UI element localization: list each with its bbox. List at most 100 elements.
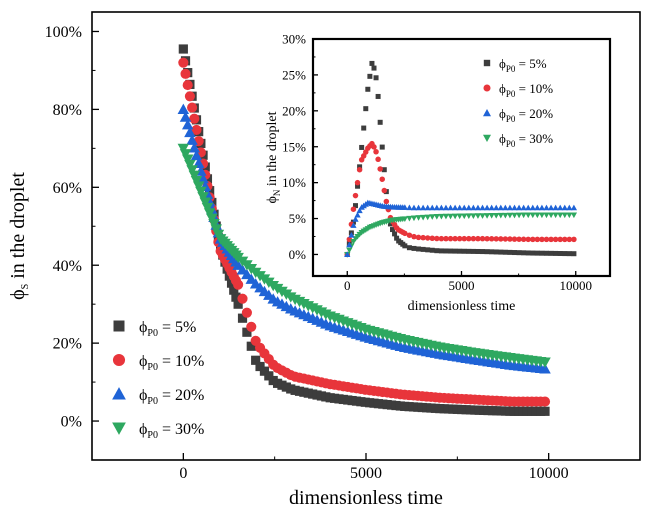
inset-data-point <box>402 243 408 249</box>
inset-data-point <box>475 235 481 242</box>
inset-data-point <box>498 249 504 255</box>
inset-data-point <box>375 93 381 99</box>
inset-data-point <box>483 204 491 211</box>
inset-data-point <box>534 204 541 211</box>
inset-data-point <box>350 222 357 228</box>
inset-data-point <box>570 212 578 219</box>
inset-data-point <box>474 213 482 219</box>
inset-data-point <box>506 212 514 219</box>
inset-data-point <box>433 214 440 220</box>
inset-data-point <box>493 204 500 211</box>
inset-data-point <box>438 248 444 254</box>
inset-data-point <box>488 236 495 242</box>
main-series-3 <box>177 143 551 368</box>
inset-data-point <box>433 204 440 211</box>
inset-data-point <box>429 214 436 220</box>
inset-data-point <box>434 248 440 254</box>
main-data-point <box>539 357 551 368</box>
main-data-point <box>201 202 214 214</box>
inset-data-point <box>507 249 513 255</box>
main-data-point <box>192 181 205 192</box>
inset-x-tick-label: 0 <box>344 278 351 293</box>
inset-y-tick-label: 0% <box>289 247 307 262</box>
inset-data-point <box>539 236 545 243</box>
main-data-point <box>190 176 203 187</box>
inset-data-point <box>419 214 427 221</box>
main-y-tick-label: 40% <box>53 258 82 275</box>
inset-data-point <box>493 212 500 219</box>
inset-data-point <box>534 212 541 219</box>
inset-x-axis-title: dimensionless time <box>408 299 516 314</box>
inset-data-point <box>502 204 509 211</box>
main-data-point <box>264 371 274 381</box>
main-x-tick-label: 0 <box>179 465 187 482</box>
inset-data-point <box>352 203 358 209</box>
main-data-point <box>237 313 248 323</box>
inset-data-point <box>420 234 426 241</box>
inset-data-point <box>419 204 427 211</box>
inset-data-point <box>411 233 417 240</box>
inset-data-point <box>448 248 454 254</box>
main-data-point <box>246 341 256 351</box>
inset-data-point <box>502 236 509 242</box>
inset-data-point <box>530 250 536 256</box>
inset-data-point <box>357 164 363 170</box>
main-y-axis-title: ϕS in the droplet <box>7 172 31 300</box>
main-legend-label: ϕP0 = 20% <box>139 387 204 407</box>
inset-data-point <box>479 235 486 242</box>
main-data-point <box>177 103 190 114</box>
main-data-point <box>179 111 192 122</box>
inset-data-point <box>410 204 418 211</box>
inset-data-point <box>566 236 573 243</box>
inset-data-point <box>548 250 554 256</box>
inset-y-tick-label: 5% <box>289 211 307 226</box>
main-data-point <box>181 119 194 130</box>
inset-data-point <box>512 250 518 256</box>
inset-data-point <box>456 213 463 220</box>
inset-data-point <box>562 251 568 257</box>
inset-data-point <box>529 204 536 211</box>
main-data-point <box>188 170 201 181</box>
inset-data-point <box>552 236 559 243</box>
inset-data-point <box>350 206 357 212</box>
inset-data-point <box>520 236 527 243</box>
inset-data-point <box>346 241 353 248</box>
inset-data-point <box>529 212 536 219</box>
inset-data-point <box>497 204 504 211</box>
inset-data-point <box>443 248 449 254</box>
main-legend-label: ϕP0 = 10% <box>139 353 204 373</box>
inset-data-point <box>548 236 554 243</box>
inset-data-point <box>502 249 508 255</box>
inset-data-point <box>484 249 490 255</box>
inset-data-point <box>470 235 477 242</box>
inset-data-point <box>465 213 472 220</box>
inset-data-point <box>520 212 527 219</box>
inset-data-point <box>566 204 573 211</box>
inset-data-point <box>479 213 486 219</box>
inset-data-point <box>352 216 359 222</box>
inset-data-point <box>479 204 486 211</box>
inset-data-point <box>470 213 477 219</box>
main-data-point <box>237 293 248 304</box>
inset-data-point <box>557 250 563 256</box>
main-data-point <box>539 363 551 374</box>
main-data-point <box>231 292 241 302</box>
inset-legend-marker <box>483 109 491 117</box>
main-data-point <box>208 219 220 230</box>
inset-data-point <box>516 236 522 242</box>
inset-data-point <box>406 204 413 211</box>
main-data-point <box>184 126 196 138</box>
inset-data-point <box>515 212 523 219</box>
inset-y-tick-label: 30% <box>282 32 306 47</box>
inset-data-point <box>488 213 495 219</box>
inset-data-point <box>359 144 365 150</box>
inset-data-point <box>507 236 513 242</box>
inset-data-point <box>557 212 564 219</box>
inset-data-point <box>392 231 398 237</box>
main-y-tick-label: 80% <box>53 102 82 119</box>
inset-data-point <box>438 204 445 211</box>
inset-data-point <box>355 183 361 189</box>
inset-data-point <box>543 204 550 211</box>
inset-data-point <box>447 235 454 242</box>
main-data-point <box>539 396 551 407</box>
